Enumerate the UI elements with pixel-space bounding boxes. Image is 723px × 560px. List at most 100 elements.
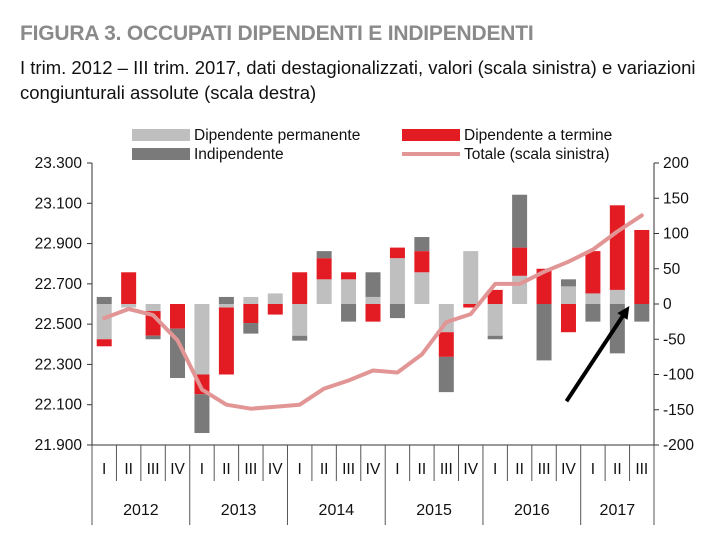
bar-indipendente-22: [634, 304, 650, 322]
category-label: IV: [170, 461, 185, 478]
bar-termine-12: [389, 247, 405, 259]
legend-label-permanente: Dipendente permanente: [194, 127, 360, 144]
bar-permanente-4: [194, 304, 210, 375]
category-label: I: [591, 461, 595, 478]
category-label: I: [298, 461, 302, 478]
legend-swatch-permanente: [132, 129, 190, 141]
legend-label-termine: Dipendente a termine: [464, 127, 612, 144]
bar-termine-11: [365, 304, 381, 322]
annotation-arrow-shaft: [564, 313, 626, 403]
legend-swatch-termine: [402, 129, 460, 141]
bar-indipendente-9: [316, 251, 332, 259]
annotation-layer: [564, 306, 630, 403]
bar-indipendente-2: [145, 335, 161, 340]
category-label: III: [538, 461, 551, 478]
right-tick-label: -100: [663, 367, 694, 384]
bar-permanente-10: [341, 279, 357, 304]
category-label: II: [320, 461, 329, 478]
bar-permanente-11: [365, 296, 381, 304]
right-tick-label: -200: [663, 437, 694, 454]
year-label: 2016: [514, 502, 550, 519]
year-label: 2017: [600, 502, 636, 519]
legend-label-indipendente: Indipendente: [194, 146, 284, 163]
right-tick-label: 50: [663, 261, 681, 278]
right-tick-label: 100: [663, 226, 689, 243]
bar-indipendente-5: [218, 296, 234, 304]
category-label: III: [635, 461, 648, 478]
category-label: IV: [268, 461, 283, 478]
bar-permanente-6: [243, 296, 259, 304]
category-label: IV: [366, 461, 381, 478]
bar-indipendente-0: [96, 296, 112, 304]
chart-title: FIGURA 3. OCCUPATI DIPENDENTI E INDIPEND…: [20, 22, 534, 45]
bar-termine-10: [341, 272, 357, 280]
bar-termine-5: [218, 307, 234, 375]
left-tick-label: 22.700: [35, 276, 83, 293]
left-tick-label: 22.100: [35, 397, 83, 414]
bar-termine-3: [170, 304, 186, 329]
bar-termine-15: [463, 304, 479, 308]
left-tick-label: 21.900: [35, 437, 83, 454]
line-totale: [102, 213, 644, 411]
bar-indipendente-6: [243, 323, 259, 334]
bar-indipendente-12: [389, 304, 405, 319]
bar-termine-1: [121, 272, 137, 304]
category-label: III: [244, 461, 257, 478]
annotation-arrow-head: [617, 306, 630, 320]
category-label: II: [613, 461, 622, 478]
bar-permanente-2: [145, 304, 161, 312]
bar-termine-0: [96, 339, 112, 347]
bar-permanente-5: [218, 304, 234, 308]
bar-permanente-8: [292, 304, 308, 336]
bar-permanente-0: [96, 304, 112, 340]
legend: Dipendente permanente Dipendente a termin…: [132, 127, 612, 163]
bar-termine-22: [634, 229, 650, 304]
year-label: 2015: [416, 502, 452, 519]
bar-permanente-13: [414, 272, 430, 304]
totale-line-layer: [102, 213, 644, 411]
bar-permanente-16: [487, 304, 503, 336]
right-tick-label: 150: [663, 190, 689, 207]
bar-indipendente-13: [414, 237, 430, 252]
legend-swatch-indipendente: [132, 148, 190, 160]
category-label: I: [200, 461, 204, 478]
category-label: I: [493, 461, 497, 478]
category-label: II: [222, 461, 231, 478]
category-label: II: [515, 461, 524, 478]
year-label: 2014: [319, 502, 355, 519]
bar-permanente-1: [121, 304, 137, 308]
bar-indipendente-11: [365, 272, 381, 297]
legend-label-totale: Totale (scala sinistra): [464, 146, 610, 163]
bar-permanente-9: [316, 279, 332, 304]
right-tick-label: 0: [663, 296, 672, 313]
bar-termine-16: [487, 289, 503, 304]
bar-indipendente-19: [560, 279, 576, 287]
category-label: IV: [561, 461, 576, 478]
category-label: IV: [463, 461, 478, 478]
bar-termine-9: [316, 258, 332, 280]
category-label: III: [147, 461, 160, 478]
right-tick-label: -150: [663, 402, 694, 419]
year-label: 2013: [221, 502, 257, 519]
bar-termine-20: [585, 251, 601, 294]
bar-indipendente-8: [292, 335, 308, 341]
bar-termine-8: [292, 272, 308, 304]
category-label: III: [342, 461, 355, 478]
bar-termine-17: [512, 247, 528, 276]
bar-indipendente-14: [438, 356, 454, 393]
bar-indipendente-17: [512, 194, 528, 248]
bar-permanente-21: [609, 289, 625, 304]
category-label: II: [418, 461, 427, 478]
bar-indipendente-10: [341, 304, 357, 322]
bar-termine-21: [609, 205, 625, 290]
axes-layer: 21.900 22.100 22.300 22.500 22.700 22.900 23.1…: [35, 155, 694, 525]
bar-permanente-7: [267, 293, 283, 304]
bar-permanente-20: [585, 293, 601, 304]
left-tick-label: 22.900: [35, 236, 83, 253]
bar-indipendente-20: [585, 304, 601, 322]
bar-indipendente-16: [487, 335, 503, 340]
bar-termine-19: [560, 304, 576, 333]
left-tick-label: 23.300: [35, 155, 83, 172]
bar-indipendente-3: [170, 328, 186, 379]
